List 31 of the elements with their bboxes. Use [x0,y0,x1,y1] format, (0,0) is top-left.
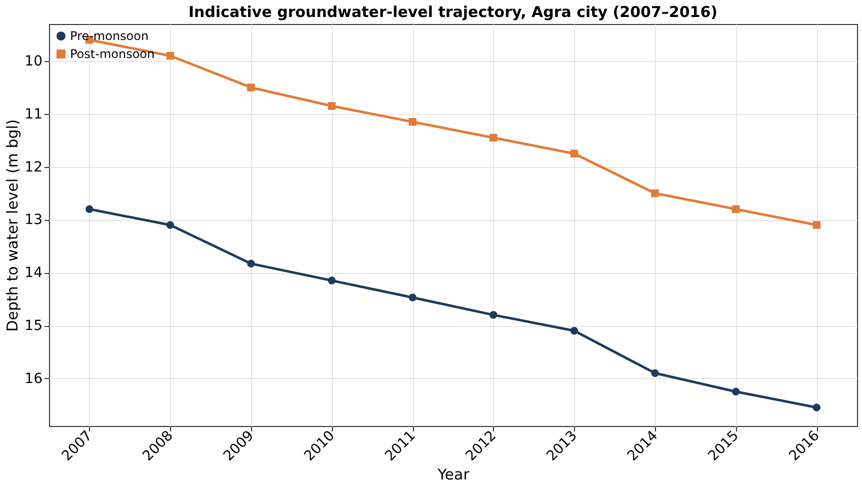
y-tick-label: 11 [24,106,42,122]
point [166,221,174,229]
point [86,205,94,213]
point [570,326,578,335]
legend-label: Post-monsoon [70,47,155,61]
point [812,404,820,412]
point [166,52,174,60]
point [732,388,740,396]
y-tick-label: 14 [24,265,43,282]
point [328,102,336,110]
y-tick-label: 10 [24,54,42,70]
point [570,150,578,158]
point [408,118,416,126]
point [247,260,255,268]
x-axis-title: Year [436,466,470,484]
y-tick-label: 15 [24,318,42,334]
y-tick-label: 16 [24,370,43,387]
point [651,369,659,377]
y-tick-label: 12 [24,159,42,176]
chart-title: Indicative groundwater-level trajectory, Agra city (2007–2016) [188,3,718,21]
y-tick-label: 13 [24,212,42,228]
point [490,134,498,142]
point [328,276,336,284]
point [247,84,255,92]
point [812,221,820,229]
y-axis-title: Depth to water level (m bgl) [4,119,22,332]
point [490,311,498,319]
point [408,294,416,302]
point [651,189,659,198]
point [732,205,740,214]
legend-label: Pre-monsoon [70,29,149,43]
